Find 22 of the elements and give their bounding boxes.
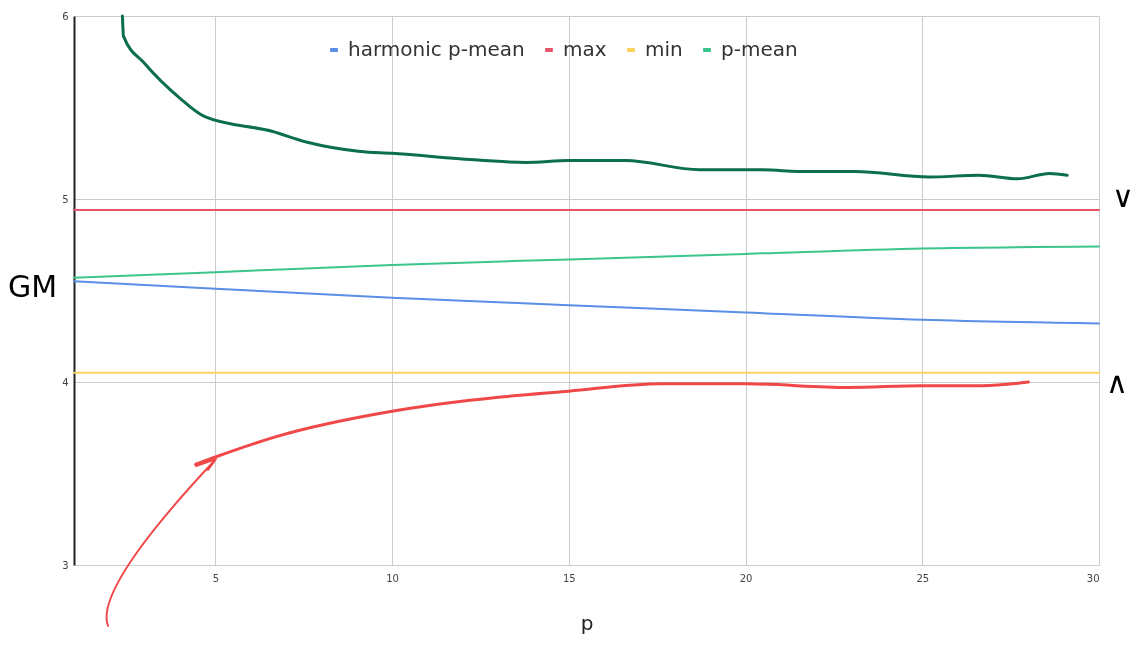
text: GM (8, 269, 58, 304)
x-tick-label: 15 (562, 572, 576, 584)
line-series (120, 14, 1069, 181)
x-tick-label: 5 (212, 572, 220, 584)
x-axis-title: p (580, 610, 594, 635)
line-series (194, 380, 1030, 466)
legend-label: min (645, 37, 683, 61)
text: ∧ (1106, 365, 1128, 400)
line-series (73, 280, 1100, 325)
x-tick-label: 20 (739, 572, 753, 584)
y-tick-label: 3 (62, 559, 69, 571)
y-tick-label: 4 (62, 376, 69, 388)
text: ∨ (1112, 179, 1134, 214)
line-series (73, 245, 1100, 279)
legend-label: p-mean (721, 37, 798, 61)
y-tick-label: 5 (62, 193, 69, 205)
y-tick-label: 6 (62, 10, 69, 22)
x-tick-label: 30 (1086, 572, 1100, 584)
legend-label: max (563, 37, 607, 61)
legend-label: harmonic p-mean (348, 37, 525, 61)
x-tick-label: 10 (386, 572, 399, 584)
x-tick-label: 25 (916, 572, 930, 584)
